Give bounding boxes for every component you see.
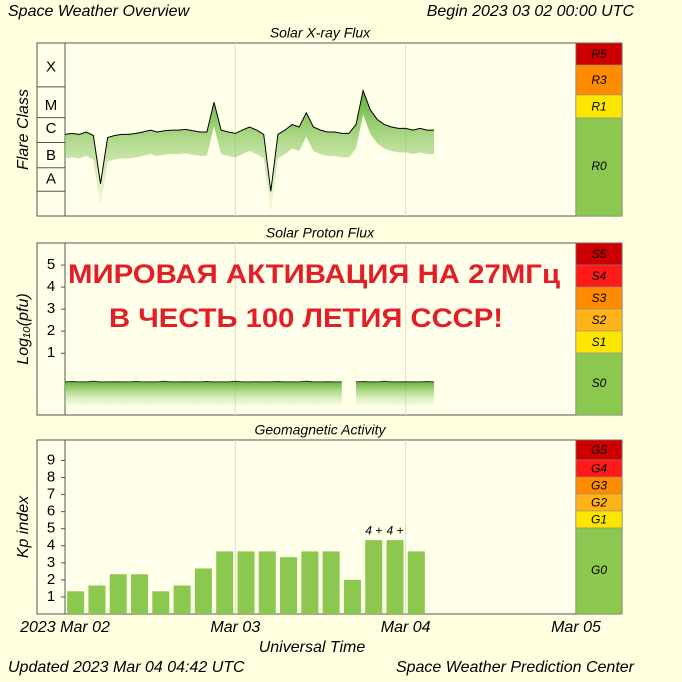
y-tick-label: 5 [47,520,55,537]
scale-label: R1 [591,100,606,114]
y-tick-label: M [45,97,58,114]
scale-label: S3 [592,291,607,305]
panel-title: Solar X-ray Flux [270,25,371,41]
x-tick-label: Mar 05 [551,619,601,636]
bar [109,574,127,614]
y-tick-label: 9 [47,451,55,468]
x-axis-label: Universal Time [259,639,366,656]
bar [301,551,319,614]
line [64,380,342,383]
bar [216,551,234,614]
scale-label: G0 [591,563,607,577]
y-tick-label: 2 [47,571,55,588]
scale-label: S4 [592,269,607,283]
bar [237,551,255,614]
source: Space Weather Prediction Center [396,659,635,676]
y-tick-label: 3 [47,300,55,317]
bar [152,591,170,614]
scale-label: G5 [591,443,607,457]
y-tick-label: X [46,59,56,76]
y-tick-label: 4 [47,278,55,295]
bar [173,585,191,614]
scale-label: G1 [591,513,607,527]
value-label: 4 + [387,523,404,537]
bar [67,591,85,614]
bar [365,540,383,614]
y-tick-label: A [46,170,56,187]
scale-box [575,64,623,96]
scale-label: G2 [591,496,607,510]
line [64,88,435,192]
x-tick-label: Mar 04 [381,619,431,636]
y-tick-label: 3 [47,554,55,571]
scale-box [575,527,623,615]
scale-label: S0 [592,376,607,390]
y-tick-label: 1 [47,588,55,605]
scale-label: R5 [591,47,607,61]
updated-time: Updated 2023 Mar 04 04:42 UTC [8,659,245,676]
bar [407,551,425,614]
scale-label: S2 [592,313,607,327]
y-axis-label: Kp index [15,495,32,558]
line-shadow [356,381,435,406]
panel [36,42,623,217]
scale-box [575,352,623,416]
y-tick-label: 6 [47,503,55,520]
y-tick-label: 5 [47,256,55,273]
y-tick-label: C [46,120,57,137]
line-shadow [65,90,435,216]
bar [386,540,404,614]
scale-label: S5 [592,247,607,261]
scale-label: G4 [591,462,607,476]
line [355,380,435,383]
scale-label: R0 [591,159,607,173]
y-tick-label: 4 [47,537,55,554]
scale-box [575,117,623,217]
y-axis-label: Log₁₀(pfu) [15,293,32,364]
y-tick-label: 7 [47,486,55,503]
panel-title: Geomagnetic Activity [255,422,387,438]
bar [258,551,276,614]
y-tick-label: B [46,147,56,164]
value-label: 4 + [365,523,382,537]
y-tick-label: 1 [47,344,55,361]
y-axis-label: Flare Class [15,89,32,170]
x-tick-label: Mar 03 [210,619,260,636]
overlay-text: В ЧЕСТЬ 100 ЛЕТИЯ СССР! [109,303,503,333]
line-shadow [65,381,342,406]
x-tick-label: 2023 Mar 02 [19,619,110,636]
overlay-text: МИРОВАЯ АКТИВАЦИЯ НА 27МГц [68,259,560,289]
bar [194,568,212,614]
scale-label: G3 [591,479,607,493]
begin-time: Begin 2023 03 02 00:00 UTC [427,3,635,20]
bar [322,551,340,614]
panel-title: Solar Proton Flux [266,225,375,241]
scale-label: R3 [591,73,607,87]
page-title: Space Weather Overview [8,3,191,20]
y-tick-label: 2 [47,322,55,339]
bar [343,579,361,614]
bar [280,557,298,614]
bar [131,574,149,614]
bar [88,585,106,614]
scale-label: S1 [592,335,607,349]
y-tick-label: 8 [47,468,55,485]
